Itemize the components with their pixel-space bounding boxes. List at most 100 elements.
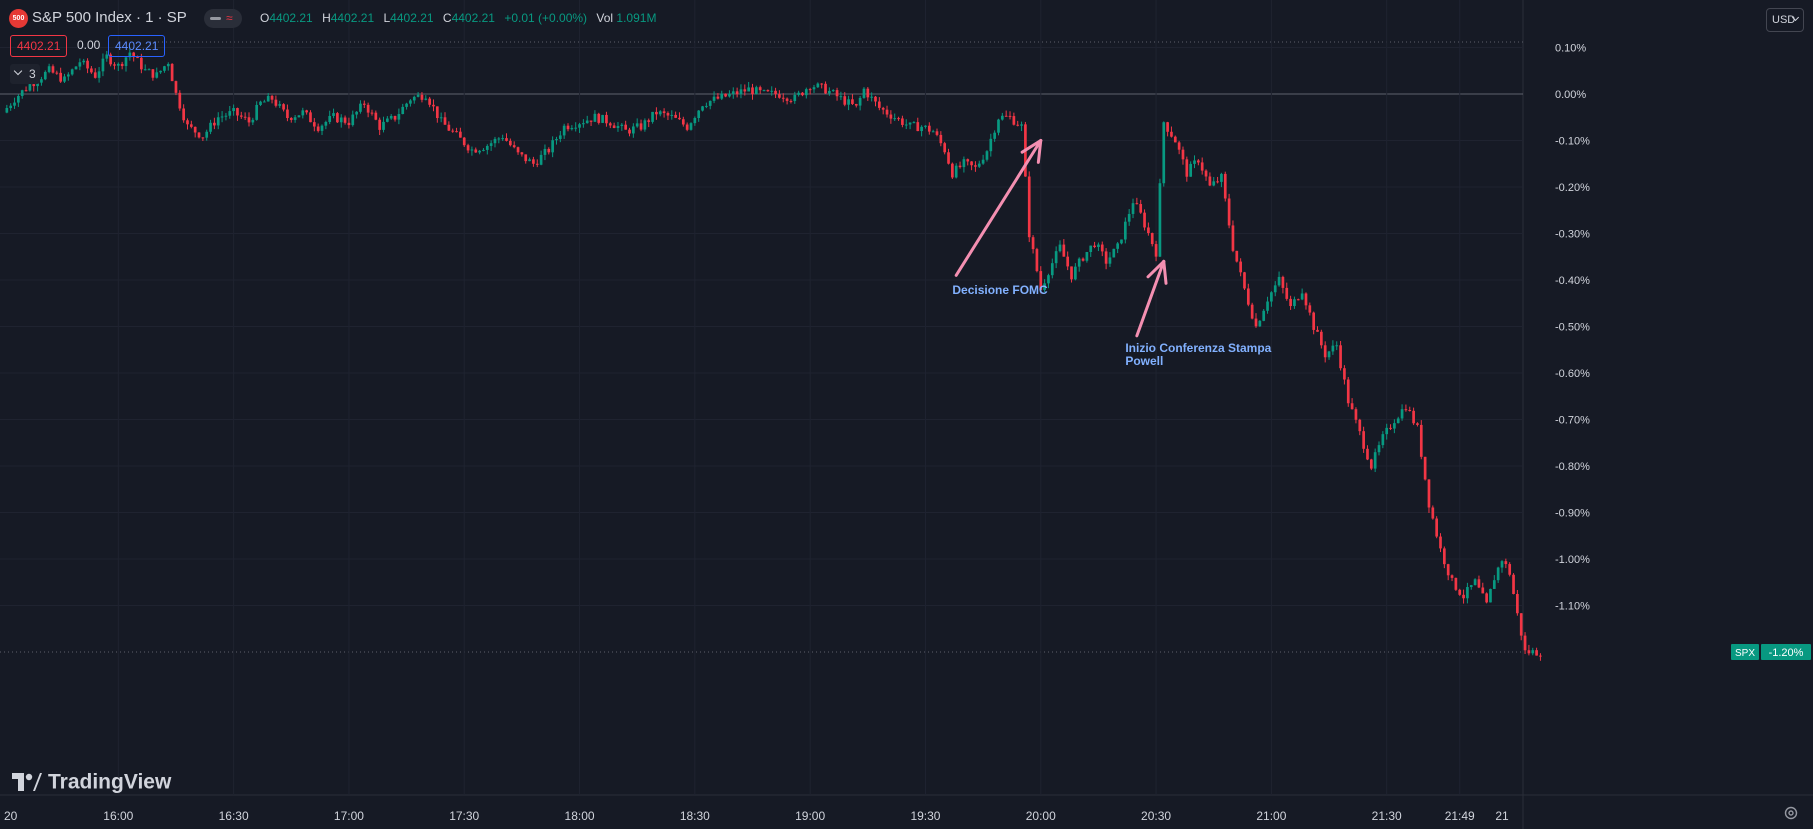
candle-body	[1020, 124, 1023, 126]
legend-toggle-button[interactable]: ≈	[204, 9, 242, 28]
candle-body	[697, 110, 701, 119]
volume-value: 1.091M	[616, 11, 657, 25]
candle-body	[355, 111, 358, 115]
candle-body	[1177, 142, 1181, 150]
candle-body	[9, 105, 13, 109]
candle-body	[151, 69, 155, 78]
gear-icon[interactable]	[1784, 806, 1798, 820]
candle-body	[251, 119, 255, 123]
candle-body	[954, 165, 958, 178]
candle-body	[51, 66, 55, 73]
candle-body	[678, 117, 681, 120]
candle-body	[1166, 122, 1169, 132]
candle-body	[1054, 251, 1058, 264]
candle-body	[274, 99, 278, 106]
candle-body	[539, 154, 543, 165]
candle-body	[205, 131, 209, 138]
candle-body	[1523, 635, 1527, 651]
candle-body	[1412, 410, 1415, 424]
y-tick-label: 0.00%	[1555, 89, 1586, 101]
candle-body	[958, 165, 962, 168]
candle-body	[378, 119, 382, 130]
candle-body	[193, 126, 197, 133]
candle-body	[297, 115, 301, 118]
candle-body	[182, 108, 185, 121]
candle-body	[831, 90, 835, 92]
candle-body	[70, 69, 74, 75]
candle-body	[931, 131, 935, 133]
open-value: 4402.21	[269, 11, 313, 25]
candle-body	[220, 116, 224, 118]
candle-body	[1377, 445, 1381, 453]
annotation-arrow-head	[1036, 139, 1043, 164]
candle-body	[1535, 650, 1538, 656]
candle-body	[1173, 136, 1177, 143]
candle-body	[1531, 650, 1535, 654]
candle-body	[1000, 115, 1004, 120]
candle-body	[1489, 588, 1492, 603]
symbol-title[interactable]: S&P 500 Index · 1 · SP	[32, 9, 187, 26]
candle-body	[1112, 248, 1116, 258]
candle-body	[1204, 170, 1208, 177]
candle-body	[489, 143, 493, 146]
candle-body	[674, 114, 677, 118]
candle-body	[589, 120, 593, 122]
ohlc-values: O4402.21 H4402.21 L4402.21 C4402.21 +0.0…	[260, 11, 657, 25]
candle-body	[1481, 587, 1485, 594]
candle-body	[962, 159, 966, 168]
candle-body	[1181, 149, 1185, 160]
close-value: 4402.21	[451, 11, 495, 25]
candle-body	[1335, 345, 1339, 347]
candle-body	[197, 132, 201, 138]
candle-body	[1189, 163, 1193, 177]
candle-body	[1050, 263, 1054, 276]
candle-body	[877, 101, 881, 108]
candle-body	[1527, 650, 1531, 654]
minus-icon	[210, 17, 221, 20]
candle-body	[43, 71, 47, 80]
buy-price-button[interactable]: 4402.21	[108, 35, 166, 57]
candle-body	[981, 159, 985, 164]
candle-body	[1243, 272, 1246, 289]
candle-body	[1416, 423, 1419, 425]
candle-body	[1004, 115, 1008, 117]
indicators-collapse-button[interactable]: 3	[10, 64, 40, 84]
y-tick-label: -0.80%	[1555, 461, 1590, 473]
candle-body	[797, 92, 800, 95]
annotation-arrow-shaft	[1135, 259, 1166, 338]
candle-body	[870, 96, 873, 98]
tradingview-brand[interactable]: TradingView	[12, 770, 171, 794]
candle-body	[1316, 329, 1319, 332]
last-value-tag-bg	[1761, 644, 1811, 660]
annotation-text: Decisione FOMC	[952, 283, 1048, 297]
candle-body	[620, 124, 624, 126]
indicators-count: 3	[29, 67, 36, 81]
y-tick-label: -1.10%	[1555, 601, 1590, 613]
candle-body	[866, 88, 870, 98]
y-tick-label: -0.60%	[1555, 368, 1590, 380]
y-tick-label: -0.10%	[1555, 136, 1590, 148]
symbol-logo[interactable]: 500	[9, 9, 28, 28]
candle-body	[393, 115, 397, 120]
candle-body	[1070, 266, 1073, 280]
candle-body	[1369, 459, 1373, 469]
candle-body	[309, 112, 312, 123]
sell-price-button[interactable]: 4402.21	[10, 35, 68, 57]
candle-body	[889, 114, 893, 119]
candle-body	[163, 66, 166, 71]
candle-body	[904, 124, 908, 126]
candle-body	[439, 117, 443, 119]
candle-body	[347, 122, 351, 126]
candle-body	[924, 125, 927, 127]
x-tick-label: 21	[1495, 809, 1509, 823]
candle-body	[1239, 261, 1242, 273]
candle-body	[701, 106, 704, 111]
candle-body	[228, 111, 232, 116]
currency-select[interactable]: USD	[1766, 8, 1804, 32]
candle-body	[1443, 548, 1446, 565]
candle-body	[286, 109, 289, 119]
candle-body	[612, 125, 616, 129]
candle-body	[858, 97, 862, 106]
candle-body	[916, 122, 920, 132]
